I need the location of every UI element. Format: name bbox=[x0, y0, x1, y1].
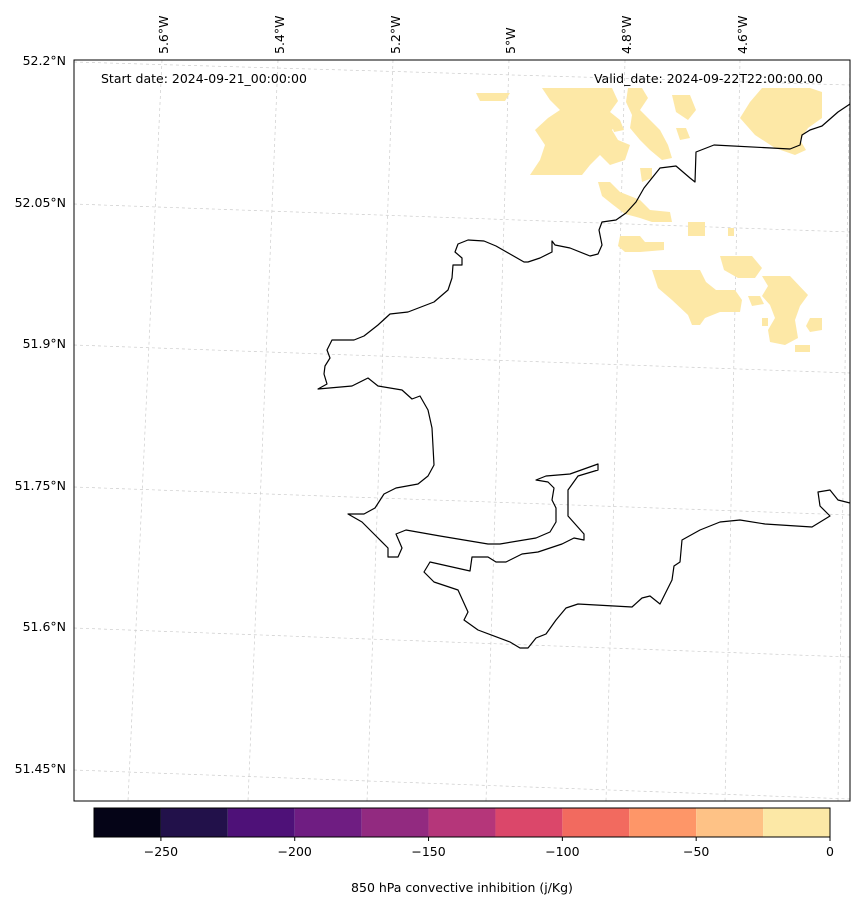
colorbar-tick-label: −200 bbox=[278, 844, 312, 859]
lon-gridline bbox=[127, 59, 163, 802]
colorbar bbox=[93, 807, 831, 838]
map-background bbox=[74, 60, 850, 801]
lat-labels: 52.2°N 52.05°N 51.9°N 51.75°N 51.6°N 51.… bbox=[15, 53, 66, 776]
valid-date-label: Valid_date: 2024-09-22T22:00:00.00 bbox=[594, 71, 823, 86]
colorbar-ticks: −250 −200 −150 −100 −50 0 bbox=[144, 837, 834, 859]
gridlines bbox=[73, 59, 851, 802]
lon-label: 4.6°W bbox=[735, 16, 750, 55]
colorbar-segment bbox=[94, 808, 161, 837]
colorbar-tick-label: −150 bbox=[411, 844, 445, 859]
colorbar-label: 850 hPa convective inhibition (j/Kg) bbox=[351, 880, 573, 895]
cin-field bbox=[476, 88, 822, 352]
lon-label: 4.8°W bbox=[619, 16, 634, 55]
lat-label: 51.9°N bbox=[23, 336, 66, 351]
colorbar-segment bbox=[294, 808, 362, 837]
lat-label: 51.6°N bbox=[23, 619, 66, 634]
lat-label: 51.75°N bbox=[15, 478, 66, 493]
lat-label: 52.2°N bbox=[23, 53, 66, 68]
lon-gridline bbox=[247, 59, 279, 802]
start-date-label: Start date: 2024-09-21_00:00:00 bbox=[101, 71, 307, 86]
colorbar-tick-label: 0 bbox=[826, 844, 834, 859]
colorbar-frame bbox=[93, 807, 831, 838]
lat-label: 52.05°N bbox=[15, 195, 66, 210]
lon-labels: 5.6°W 5.4°W 5.2°W 5°W 4.8°W 4.6°W bbox=[156, 16, 750, 55]
colorbar-tick-label: −100 bbox=[545, 844, 579, 859]
colorbar-tick-label: −50 bbox=[683, 844, 709, 859]
colorbar-segment bbox=[562, 808, 630, 837]
lat-label: 51.45°N bbox=[15, 761, 66, 776]
lon-label: 5.4°W bbox=[272, 16, 287, 55]
coastline bbox=[317, 103, 851, 649]
colorbar-segment bbox=[160, 808, 228, 837]
lon-label: 5.2°W bbox=[388, 16, 403, 55]
colorbar-segment bbox=[495, 808, 563, 837]
colorbar-segment bbox=[428, 808, 496, 837]
colorbar-tick-label: −250 bbox=[144, 844, 178, 859]
lon-label: 5°W bbox=[503, 27, 518, 54]
colorbar-segment bbox=[629, 808, 697, 837]
colorbar-segment bbox=[361, 808, 429, 837]
colorbar-segment bbox=[227, 808, 295, 837]
colorbar-segment bbox=[696, 808, 764, 837]
coastline-main bbox=[317, 103, 851, 649]
colorbar-segment bbox=[763, 808, 830, 837]
lon-label: 5.6°W bbox=[156, 16, 171, 55]
map-frame bbox=[73, 59, 851, 802]
